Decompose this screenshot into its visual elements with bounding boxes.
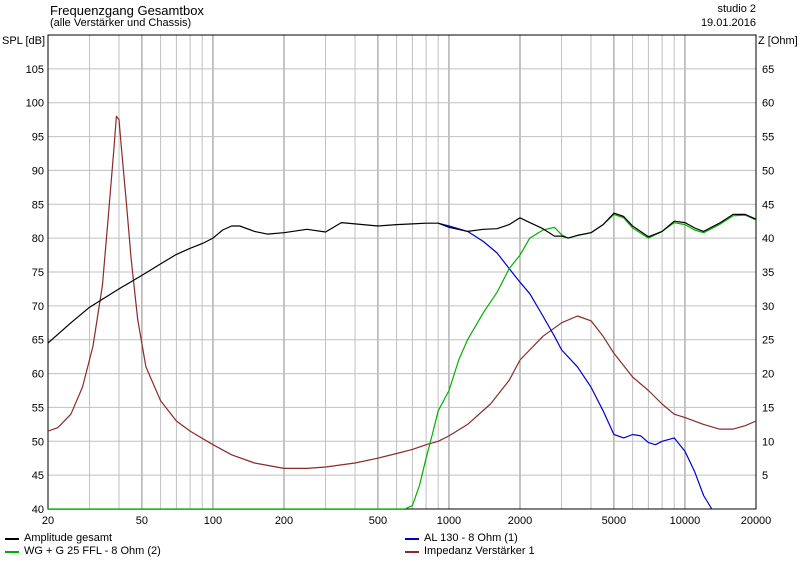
legend-label-tweeter: WG + G 25 FFL - 8 Ohm (2) bbox=[24, 545, 161, 557]
legend-label-amplitude: Amplitude gesamt bbox=[24, 532, 113, 544]
y-tick-label: 100 bbox=[26, 98, 44, 110]
y2-tick-label: 40 bbox=[762, 233, 774, 245]
date-label: 19.01.2016 bbox=[700, 17, 756, 29]
y2-tick-label: 30 bbox=[762, 301, 774, 313]
y2-tick-label: 10 bbox=[762, 436, 774, 448]
y2-tick-label: 50 bbox=[762, 165, 774, 177]
legend-item-amplitude: Amplitude gesamt bbox=[5, 532, 385, 544]
x-tick-label: 200 bbox=[275, 515, 293, 527]
y2-tick-label: 35 bbox=[762, 267, 774, 279]
y-axis-left-label: SPL [dB] bbox=[2, 35, 46, 47]
chart-subtitle: (alle Verstärker und Chassis) bbox=[50, 17, 192, 29]
x-tick-label: 100 bbox=[204, 515, 222, 527]
series-line-0 bbox=[48, 212, 756, 344]
y-axis-right-label: Z [Ohm] bbox=[758, 35, 798, 47]
y-tick-label: 45 bbox=[32, 470, 44, 482]
legend-item-impedance: Impedanz Verstärker 1 bbox=[405, 545, 785, 557]
y-tick-label: 60 bbox=[32, 369, 44, 381]
legend-item-tweeter: WG + G 25 FFL - 8 Ohm (2) bbox=[5, 545, 385, 557]
y2-tick-label: 20 bbox=[762, 369, 774, 381]
series-line-3 bbox=[48, 115, 756, 469]
x-tick-label: 10000 bbox=[670, 515, 701, 527]
y2-tick-label: 25 bbox=[762, 335, 774, 347]
series-line-1 bbox=[438, 222, 713, 509]
y-tick-label: 85 bbox=[32, 199, 44, 211]
legend-item-woofer: AL 130 - 8 Ohm (1) bbox=[405, 532, 785, 544]
y2-tick-label: 5 bbox=[762, 470, 768, 482]
x-tick-label: 50 bbox=[136, 515, 148, 527]
y2-tick-label: 60 bbox=[762, 98, 774, 110]
y-tick-label: 70 bbox=[32, 301, 44, 313]
chart-title: Frequenzgang Gesamtbox bbox=[50, 3, 204, 18]
x-tick-label: 20000 bbox=[741, 515, 772, 527]
y-tick-label: 75 bbox=[32, 267, 44, 279]
legend-swatch-tweeter bbox=[5, 551, 19, 553]
x-tick-label: 2000 bbox=[508, 515, 532, 527]
brand-label: studio 2 bbox=[717, 3, 756, 15]
x-tick-label: 500 bbox=[369, 515, 387, 527]
legend-label-impedance: Impedanz Verstärker 1 bbox=[424, 545, 535, 557]
y2-tick-label: 45 bbox=[762, 199, 774, 211]
legend-label-woofer: AL 130 - 8 Ohm (1) bbox=[424, 532, 518, 544]
y-tick-label: 95 bbox=[32, 132, 44, 144]
y-tick-label: 105 bbox=[26, 64, 44, 76]
x-tick-label: 20 bbox=[42, 515, 54, 527]
y-tick-label: 90 bbox=[32, 165, 44, 177]
y-tick-label: 55 bbox=[32, 402, 44, 414]
x-tick-label: 5000 bbox=[602, 515, 626, 527]
legend-swatch-woofer bbox=[405, 538, 419, 540]
y-tick-label: 65 bbox=[32, 335, 44, 347]
y2-tick-label: 55 bbox=[762, 132, 774, 144]
legend-swatch-amplitude bbox=[5, 538, 19, 540]
legend-swatch-impedance bbox=[405, 551, 419, 553]
y2-tick-label: 65 bbox=[762, 64, 774, 76]
y-tick-label: 80 bbox=[32, 233, 44, 245]
y-tick-label: 40 bbox=[32, 504, 44, 516]
series-line-2 bbox=[48, 213, 756, 509]
y-tick-label: 50 bbox=[32, 436, 44, 448]
y2-tick-label: 15 bbox=[762, 402, 774, 414]
x-tick-label: 1000 bbox=[437, 515, 461, 527]
